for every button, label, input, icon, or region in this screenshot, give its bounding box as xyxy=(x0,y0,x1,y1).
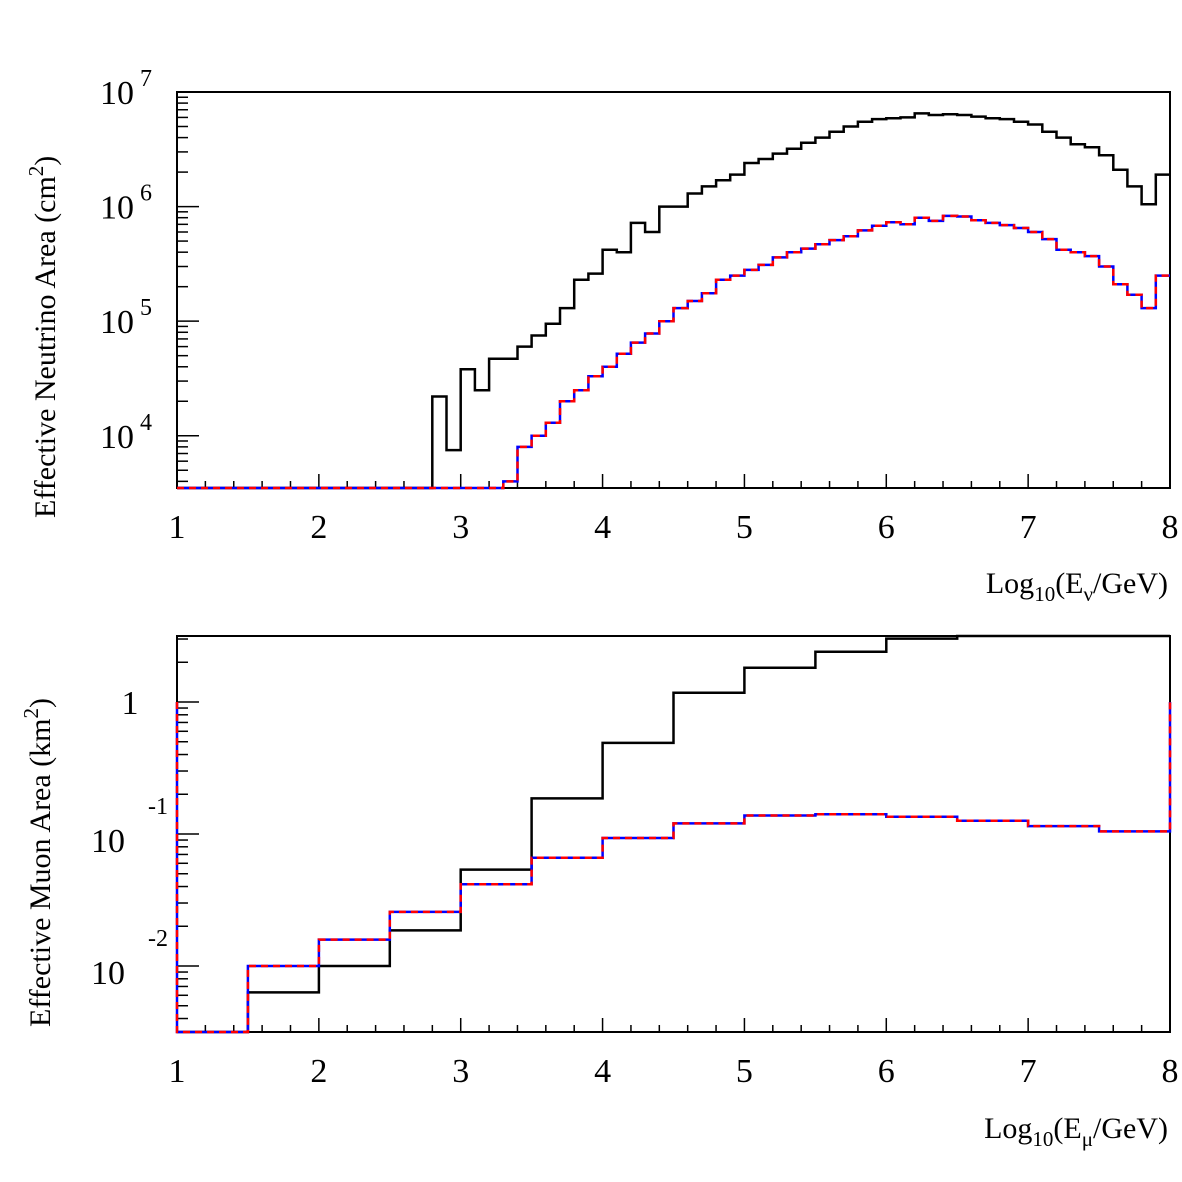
y-tick-label: 10 xyxy=(91,955,125,992)
neutrino-x-tick-labels: 1 2 3 4 5 6 7 8 xyxy=(169,509,1179,546)
y-tick-exponent: -2 xyxy=(148,926,168,952)
muon-series xyxy=(175,634,1172,1034)
series-line-red-dashed xyxy=(175,702,1172,1034)
x-tick-label: 6 xyxy=(878,509,895,546)
x-tick-label: 4 xyxy=(594,1053,611,1090)
neutrino-x-axis-title: Log10(Eν/GeV) xyxy=(986,567,1168,606)
series-line-black xyxy=(177,112,1170,490)
muon-area-panel: 1 2 3 4 5 6 7 8 1 -1 10 -2 10 Log10(Eμ/GeV) Effecti… xyxy=(19,634,1179,1151)
series-line-red-dashed xyxy=(177,214,1170,490)
neutrino-y-axis-title: Effective Neutrino Area (cm2) xyxy=(24,156,62,518)
x-tick-label: 1 xyxy=(169,1053,186,1090)
muon-x-tick-labels: 1 2 3 4 5 6 7 8 xyxy=(169,1053,1179,1090)
y-tick-label: 1 xyxy=(122,685,139,722)
y-tick-label: 10 7 xyxy=(100,66,152,112)
x-tick-label: 1 xyxy=(169,509,186,546)
y-tick-label: 10 4 xyxy=(100,410,152,456)
neutrino-plot-frame xyxy=(176,91,1171,489)
x-tick-label: 5 xyxy=(736,1053,753,1090)
x-tick-label: 4 xyxy=(594,509,611,546)
muon-y-axis-title: Effective Muon Area (km2) xyxy=(19,698,57,1027)
muon-x-axis-title: Log10(Eμ/GeV) xyxy=(984,1112,1168,1151)
y-tick-label: 10 6 xyxy=(100,181,152,227)
x-tick-label: 7 xyxy=(1020,1053,1037,1090)
x-tick-label: 8 xyxy=(1162,509,1179,546)
x-tick-label: 5 xyxy=(736,509,753,546)
muon-axis-ticks xyxy=(176,638,1171,1032)
x-tick-label: 7 xyxy=(1020,509,1037,546)
x-tick-label: 3 xyxy=(452,509,469,546)
y-tick-label: 10 5 xyxy=(100,295,152,341)
neutrino-series xyxy=(177,112,1170,490)
x-tick-label: 2 xyxy=(310,509,327,546)
series-line-black xyxy=(177,634,1170,1034)
muon-y-tick-labels: 1 -1 10 -2 10 xyxy=(91,685,168,992)
x-tick-label: 6 xyxy=(878,1053,895,1090)
x-tick-label: 8 xyxy=(1162,1053,1179,1090)
y-tick-label: 10 xyxy=(91,823,125,860)
x-tick-label: 3 xyxy=(452,1053,469,1090)
y-tick-exponent: -1 xyxy=(148,794,168,820)
x-tick-label: 2 xyxy=(310,1053,327,1090)
